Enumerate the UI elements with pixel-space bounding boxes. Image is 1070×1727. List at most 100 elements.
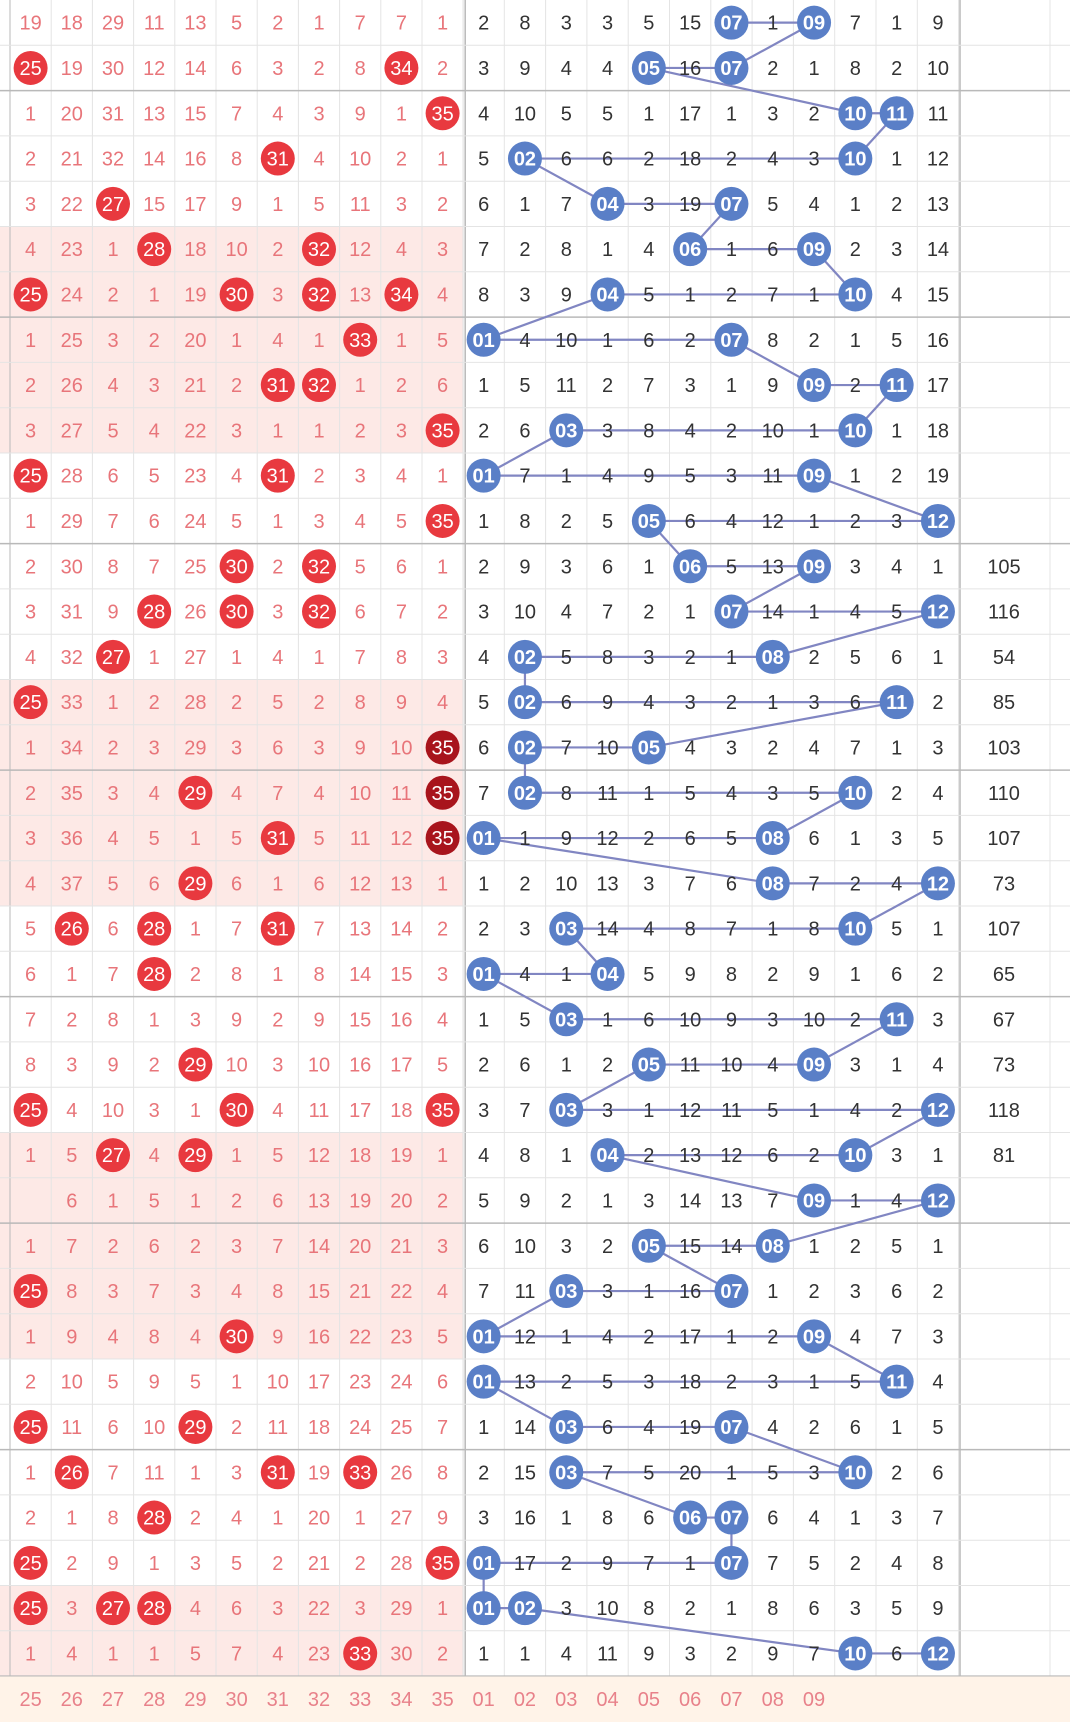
front-miss-count: 4 xyxy=(25,647,36,669)
back-miss-count: 3 xyxy=(685,1643,696,1665)
front-miss-count: 4 xyxy=(272,1100,283,1122)
back-miss-count: 9 xyxy=(602,1553,613,1575)
back-hit-ball xyxy=(714,1409,749,1444)
back-hit-label: 10 xyxy=(844,1145,866,1167)
back-hit-label: 12 xyxy=(927,511,949,533)
back-miss-count: 4 xyxy=(932,1055,943,1077)
front-miss-count: 2 xyxy=(25,783,36,805)
back-hit-label: 05 xyxy=(638,1055,660,1077)
front-miss-count: 1 xyxy=(25,511,36,533)
back-miss-count: 5 xyxy=(643,13,654,35)
front-miss-count: 1 xyxy=(313,647,324,669)
front-miss-count: 4 xyxy=(190,1326,201,1348)
front-miss-count: 6 xyxy=(396,556,407,578)
front-miss-count: 5 xyxy=(190,1372,201,1394)
front-miss-count: 1 xyxy=(25,1643,36,1665)
back-miss-count: 2 xyxy=(726,149,737,171)
back-hit-label: 12 xyxy=(927,873,949,895)
back-miss-count: 2 xyxy=(891,1462,902,1484)
front-miss-count: 1 xyxy=(25,330,36,352)
back-miss-count: 4 xyxy=(478,1145,489,1167)
back-miss-count: 12 xyxy=(720,1145,742,1167)
back-miss-count: 19 xyxy=(679,194,701,216)
back-hit-label: 03 xyxy=(555,1417,577,1439)
front-miss-count: 5 xyxy=(231,511,242,533)
front-miss-count: 13 xyxy=(308,1190,330,1212)
back-miss-count: 6 xyxy=(685,828,696,850)
back-miss-count: 7 xyxy=(643,1553,654,1575)
front-miss-count: 19 xyxy=(61,58,83,80)
front-miss-count: 7 xyxy=(107,1462,118,1484)
front-miss-count: 2 xyxy=(149,692,160,714)
front-miss-count: 20 xyxy=(349,1236,371,1258)
back-miss-count: 2 xyxy=(602,375,613,397)
back-miss-count: 7 xyxy=(602,602,613,624)
front-miss-count: 33 xyxy=(61,692,83,714)
back-miss-count: 1 xyxy=(891,737,902,759)
back-hit-label: 01 xyxy=(473,1553,495,1575)
back-miss-count: 4 xyxy=(643,919,654,941)
front-miss-count: 36 xyxy=(61,828,83,850)
footer-front-label: 28 xyxy=(143,1689,165,1711)
front-miss-count: 37 xyxy=(61,873,83,895)
back-miss-count: 15 xyxy=(679,13,701,35)
front-miss-count: 1 xyxy=(25,1236,36,1258)
front-miss-count: 20 xyxy=(308,1508,330,1530)
back-miss-count: 8 xyxy=(850,58,861,80)
back-hit-ball xyxy=(797,458,832,493)
front-miss-count: 7 xyxy=(272,1236,283,1258)
back-miss-count: 3 xyxy=(932,1009,943,1031)
back-miss-count: 4 xyxy=(850,1100,861,1122)
back-miss-count: 2 xyxy=(602,1055,613,1077)
back-hit-ball xyxy=(920,866,955,901)
back-hit-label: 03 xyxy=(555,919,577,941)
front-miss-count: 21 xyxy=(308,1553,330,1575)
footer-front-label: 25 xyxy=(19,1689,41,1711)
front-miss-count: 1 xyxy=(396,103,407,125)
back-hit-label: 04 xyxy=(596,194,619,216)
back-miss-count: 1 xyxy=(726,239,737,261)
back-miss-count: 8 xyxy=(726,964,737,986)
front-miss-count: 10 xyxy=(349,149,371,171)
back-miss-count: 19 xyxy=(679,1417,701,1439)
back-miss-count: 3 xyxy=(478,58,489,80)
back-miss-count: 8 xyxy=(561,783,572,805)
front-hit-ball xyxy=(425,413,460,448)
front-hit-ball xyxy=(96,186,130,221)
back-miss-count: 10 xyxy=(514,602,536,624)
front-miss-count: 1 xyxy=(66,964,77,986)
column-footer: 25 26 27 28 29 30 31 32 33 34 35 01 02 03 04 05 06 07 08 09 xyxy=(0,1675,1070,1722)
front-hit-ball xyxy=(302,232,336,267)
back-miss-count: 1 xyxy=(643,783,654,805)
front-hit-ball xyxy=(302,368,336,403)
back-miss-count: 5 xyxy=(891,919,902,941)
back-miss-count: 7 xyxy=(767,284,778,306)
front-miss-count: 1 xyxy=(231,330,242,352)
back-hit-ball xyxy=(755,821,790,856)
back-miss-count: 6 xyxy=(643,1009,654,1031)
front-miss-count: 4 xyxy=(231,466,242,488)
back-miss-count: 2 xyxy=(685,647,696,669)
front-hit-ball xyxy=(13,1092,48,1127)
back-miss-count: 7 xyxy=(643,375,654,397)
back-hit-label: 05 xyxy=(638,1236,660,1258)
back-hit-label: 08 xyxy=(762,1236,784,1258)
front-miss-count: 7 xyxy=(149,1281,160,1303)
back-miss-count: 4 xyxy=(643,1417,654,1439)
front-miss-count: 4 xyxy=(272,103,283,125)
front-hit-label: 34 xyxy=(390,58,412,80)
back-miss-count: 7 xyxy=(808,1643,819,1665)
back-miss-count: 4 xyxy=(685,420,696,442)
front-miss-count: 3 xyxy=(396,194,407,216)
back-hit-ball xyxy=(507,141,542,176)
front-miss-count: 13 xyxy=(390,873,412,895)
front-miss-count: 1 xyxy=(355,1508,366,1530)
back-miss-count: 9 xyxy=(561,284,572,306)
back-miss-count: 4 xyxy=(891,1553,902,1575)
front-hit-label: 33 xyxy=(349,1462,371,1484)
back-miss-count: 4 xyxy=(561,602,572,624)
front-miss-count: 4 xyxy=(437,692,448,714)
back-miss-count: 1 xyxy=(643,556,654,578)
front-miss-count: 19 xyxy=(19,13,41,35)
